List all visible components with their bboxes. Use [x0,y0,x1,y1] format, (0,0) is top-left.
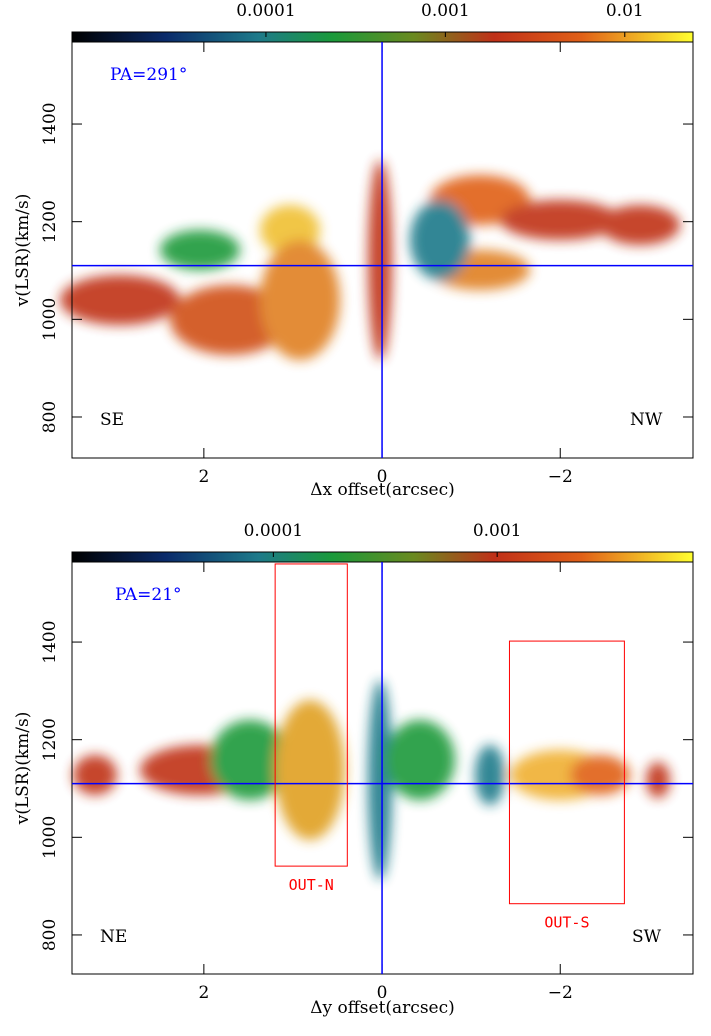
x-tick-label: −2 [548,983,573,1003]
colorbar [71,31,694,43]
x-tick-label: −2 [548,467,573,487]
annotation: SE [100,410,124,430]
region-label: OUT-N [289,876,334,894]
y-tick-label: 1400 [40,102,60,145]
x-tick-label: 0 [377,467,388,487]
intensity-blob [646,762,670,798]
region-label: OUT-S [544,914,589,932]
y-axis-label: v(LSR)(km/s) [13,712,33,826]
x-axis-label: Δx offset(arcsec) [310,480,455,500]
colorbar-tick-label: 0.0001 [244,521,303,541]
intensity-blob [260,240,340,360]
y-axis-label: v(LSR)(km/s) [13,194,33,308]
annotation: PA=21° [115,585,182,605]
intensity-blob [500,200,620,240]
intensity-image [60,160,680,360]
intensity-blob [570,755,630,795]
annotation: SW [632,927,662,947]
intensity-blob [600,205,680,245]
intensity-blob [475,745,505,805]
colorbar-tick-label: 0.01 [606,1,644,21]
x-tick-label: 2 [198,983,209,1003]
x-tick-label: 2 [198,467,209,487]
colorbar-tick-label: 0.0001 [236,1,295,21]
y-tick-label: 800 [40,919,60,951]
y-tick-label: 800 [40,401,60,433]
colorbar [71,551,694,563]
intensity-blob [170,285,290,355]
intensity-blob [368,680,392,880]
colorbar-tick-label: 0.001 [473,521,522,541]
intensity-blob [160,230,240,270]
y-tick-label: 1200 [40,200,60,243]
y-tick-label: 1400 [40,620,60,663]
intensity-blob [368,160,392,360]
intensity-blob [210,720,290,800]
intensity-blob [385,720,455,800]
intensity-blob [60,275,180,325]
intensity-blob [73,755,117,795]
region-box [274,563,348,867]
intensity-blob [275,700,345,840]
region-box [508,640,625,905]
annotation: NW [630,410,663,430]
annotation: PA=291° [110,65,187,85]
intensity-blob [410,200,470,280]
intensity-image [73,680,670,880]
x-axis-label: Δy offset(arcsec) [310,998,455,1018]
x-tick-label: 0 [377,983,388,1003]
annotation: NE [100,927,127,947]
colorbar-tick-label: 0.001 [421,1,470,21]
y-tick-label: 1000 [40,298,60,341]
y-tick-label: 1000 [40,816,60,859]
y-tick-label: 1200 [40,718,60,761]
